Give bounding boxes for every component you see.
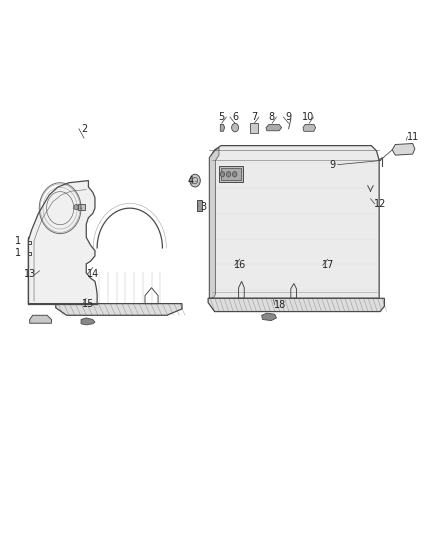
Polygon shape [266,124,282,131]
Circle shape [220,172,225,177]
Polygon shape [261,313,276,320]
Text: 12: 12 [374,199,386,209]
Text: 1: 1 [15,248,21,258]
Polygon shape [209,148,219,298]
Text: 8: 8 [268,112,274,122]
Text: 13: 13 [24,270,36,279]
Circle shape [233,172,237,177]
Text: 15: 15 [82,298,95,309]
Text: 2: 2 [81,124,87,134]
Text: 11: 11 [406,132,419,142]
Polygon shape [303,124,316,131]
Text: 4: 4 [187,175,194,185]
Polygon shape [56,304,182,316]
Text: 1: 1 [15,236,21,246]
Text: 10: 10 [302,112,314,122]
Polygon shape [209,146,379,298]
Text: 17: 17 [321,261,334,270]
Text: 3: 3 [200,202,206,212]
Circle shape [232,123,239,132]
Bar [197,200,202,211]
Circle shape [226,172,231,177]
Text: 18: 18 [274,300,286,310]
Text: 5: 5 [218,112,224,122]
Text: 16: 16 [234,261,246,270]
Polygon shape [392,143,415,155]
Polygon shape [30,316,51,323]
Bar [251,123,258,133]
Text: 6: 6 [232,112,238,122]
Text: 7: 7 [251,112,257,122]
Text: 9: 9 [329,160,335,169]
Bar [78,204,85,210]
Bar [219,166,243,182]
Polygon shape [208,298,385,312]
Circle shape [74,205,78,210]
Text: 14: 14 [87,269,99,279]
Polygon shape [28,181,97,304]
Polygon shape [220,124,225,131]
Bar [221,168,241,180]
Polygon shape [81,318,95,325]
Text: 9: 9 [286,112,292,122]
Circle shape [190,174,200,187]
